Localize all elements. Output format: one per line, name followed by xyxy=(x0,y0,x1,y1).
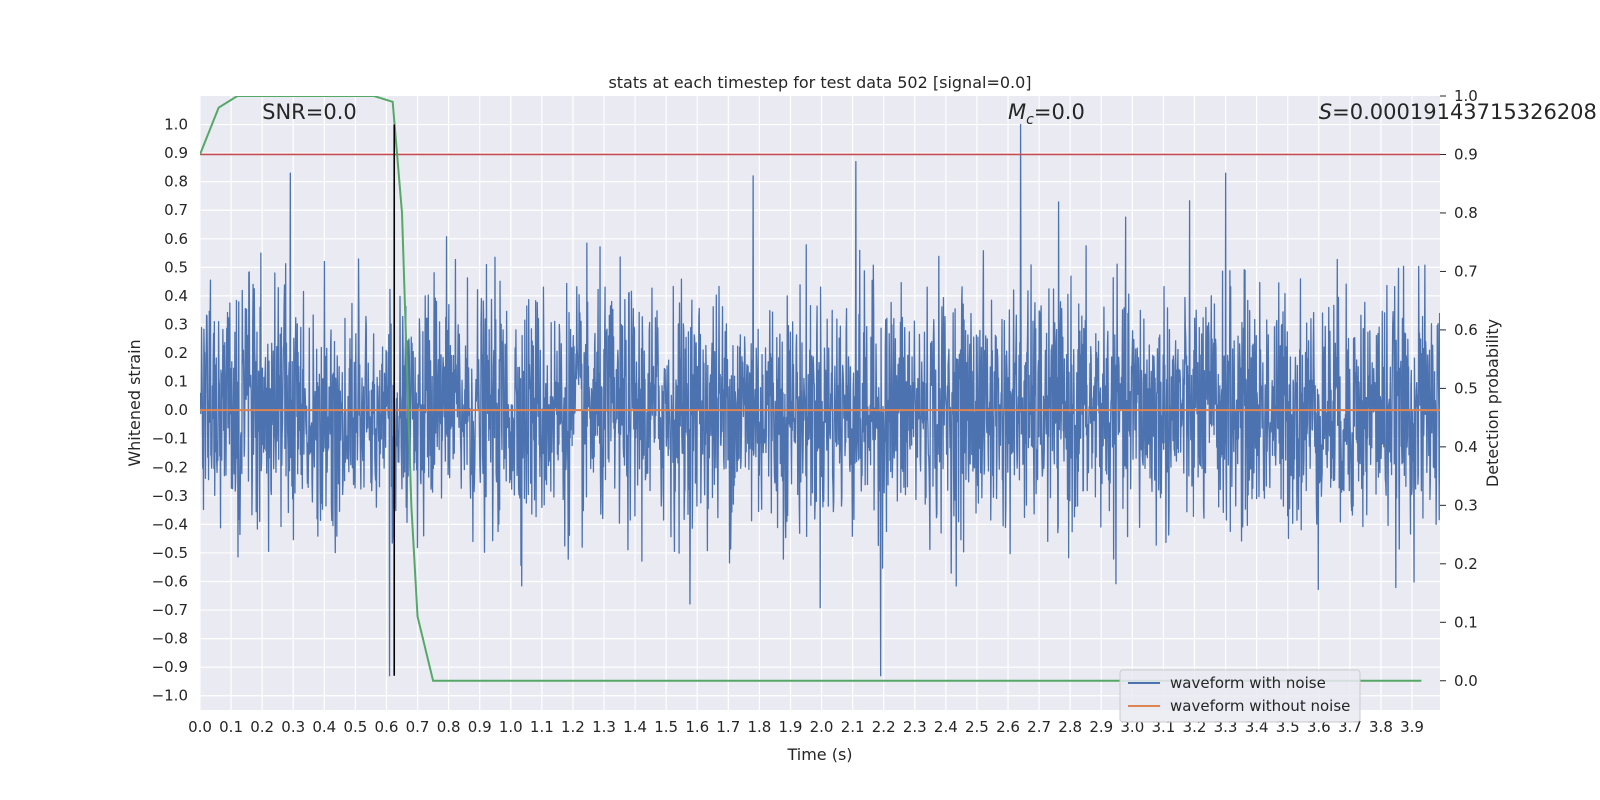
x-tick-label: 0.5 xyxy=(343,718,367,736)
x-tick-label: 1.2 xyxy=(561,718,585,736)
y2-tick-label: 0.7 xyxy=(1454,262,1478,280)
x-tick-label: 1.7 xyxy=(716,718,740,736)
annotation-value: =0.00019143715326208 xyxy=(1332,100,1597,124)
series-waveform-with-noise xyxy=(200,123,1440,677)
y-tick-label: 0.3 xyxy=(164,315,188,333)
x-tick-label: 1.8 xyxy=(747,718,771,736)
y-tick-label: 0.2 xyxy=(164,344,188,362)
x-tick-label: 0.6 xyxy=(375,718,399,736)
x-tick-label: 0.8 xyxy=(437,718,461,736)
y-axis-title: Whitened strain xyxy=(125,339,144,466)
y2-tick-label: 0.2 xyxy=(1454,555,1478,573)
annotation-symbol: M xyxy=(1008,100,1026,124)
y-tick-label: 0.5 xyxy=(164,258,188,276)
x-tick-label: 0.9 xyxy=(468,718,492,736)
annotation-1: Mc=0.0 xyxy=(1008,100,1085,128)
x-tick-label: 0.3 xyxy=(281,718,305,736)
legend: waveform with noise waveform without noi… xyxy=(1119,669,1361,723)
legend-label-clean: waveform without noise xyxy=(1170,697,1350,715)
y-tick-label: −0.4 xyxy=(152,515,188,533)
x-tick-label: 0.4 xyxy=(312,718,336,736)
y2-tick-label: 0.5 xyxy=(1454,379,1478,397)
y-tick-label: −0.2 xyxy=(152,458,188,476)
waveform-with-noise-line xyxy=(200,123,1440,677)
y-tick-label: 0.7 xyxy=(164,201,188,219)
x-tick-label: 1.3 xyxy=(592,718,616,736)
y-tick-label: 0.8 xyxy=(164,173,188,191)
y2-axis-title: Detection probability xyxy=(1483,319,1502,487)
x-tick-label: 2.3 xyxy=(903,718,927,736)
x-tick-label: 1.1 xyxy=(530,718,554,736)
y-tick-label: −0.8 xyxy=(152,630,188,648)
legend-box xyxy=(1119,669,1361,723)
x-tick-label: 2.0 xyxy=(810,718,834,736)
x-tick-label: 1.5 xyxy=(654,718,678,736)
x-axis-title: Time (s) xyxy=(786,745,852,764)
x-tick-label: 0.2 xyxy=(250,718,274,736)
annotations: SNR=0.0 Mc=0.0 S=0.00019143715326208 xyxy=(262,100,1597,128)
y-tick-label: −0.6 xyxy=(152,572,188,590)
series-detection-probability xyxy=(200,96,1422,682)
x-tick-label: 0.1 xyxy=(219,718,243,736)
x-tick-label: 2.1 xyxy=(841,718,865,736)
y-tick-label: 0.4 xyxy=(164,287,188,305)
y2-axis-ticks: 1.0 0.9 0.8 0.7 0.6 0.5 0.4 0.3 0.2 0.1 0.0 xyxy=(1440,87,1478,690)
y-tick-label: −0.5 xyxy=(152,544,188,562)
y-axis-ticks: 1.0 0.9 0.8 0.7 0.6 0.5 0.4 0.3 0.2 0.1 0.0 −0.1 −0.… xyxy=(152,116,188,705)
x-tick-label: 1.0 xyxy=(499,718,523,736)
y-tick-label: −0.1 xyxy=(152,430,188,448)
x-tick-label: 2.5 xyxy=(965,718,989,736)
annotation-symbol: S xyxy=(1319,100,1332,124)
y-tick-label: 0.1 xyxy=(164,373,188,391)
y2-tick-label: 0.3 xyxy=(1454,496,1478,514)
legend-label-noise: waveform with noise xyxy=(1170,674,1326,692)
y-tick-label: −0.3 xyxy=(152,487,188,505)
x-tick-label: 1.6 xyxy=(685,718,709,736)
y2-tick-label: 0.8 xyxy=(1454,204,1478,222)
y2-tick-label: 0.0 xyxy=(1454,672,1478,690)
x-tick-label: 2.9 xyxy=(1089,718,1113,736)
chart-title: stats at each timestep for test data 502… xyxy=(608,73,1031,92)
y-tick-label: −0.7 xyxy=(152,601,188,619)
y-tick-label: −0.9 xyxy=(152,658,188,676)
x-tick-label: 2.6 xyxy=(996,718,1020,736)
x-tick-label: 0.7 xyxy=(406,718,430,736)
y-tick-label: −1.0 xyxy=(152,687,188,705)
y2-tick-label: 0.9 xyxy=(1454,145,1478,163)
y-tick-label: 0.9 xyxy=(164,144,188,162)
annotation-2: S=0.00019143715326208 xyxy=(1319,100,1597,124)
x-tick-label: 0.0 xyxy=(188,718,212,736)
y2-tick-label: 0.4 xyxy=(1454,438,1478,456)
x-tick-label: 3.8 xyxy=(1369,718,1393,736)
annotation-0: SNR=0.0 xyxy=(262,100,357,124)
x-tick-label: 1.4 xyxy=(623,718,647,736)
detection-probability-line xyxy=(200,96,1422,682)
annotation-value: =0.0 xyxy=(1034,100,1085,124)
y2-tick-label: 0.6 xyxy=(1454,321,1478,339)
annotation-subscript: c xyxy=(1026,112,1034,128)
y-tick-label: 1.0 xyxy=(164,116,188,134)
x-tick-label: 1.9 xyxy=(779,718,803,736)
x-tick-label: 3.9 xyxy=(1400,718,1424,736)
y-tick-label: 0.0 xyxy=(164,401,188,419)
x-tick-label: 2.7 xyxy=(1027,718,1051,736)
y-tick-label: 0.6 xyxy=(164,230,188,248)
x-tick-label: 2.2 xyxy=(872,718,896,736)
y2-tick-label: 0.1 xyxy=(1454,613,1478,631)
y2-tick-label: 1.0 xyxy=(1454,87,1478,105)
x-tick-label: 2.4 xyxy=(934,718,958,736)
x-tick-label: 2.8 xyxy=(1058,718,1082,736)
